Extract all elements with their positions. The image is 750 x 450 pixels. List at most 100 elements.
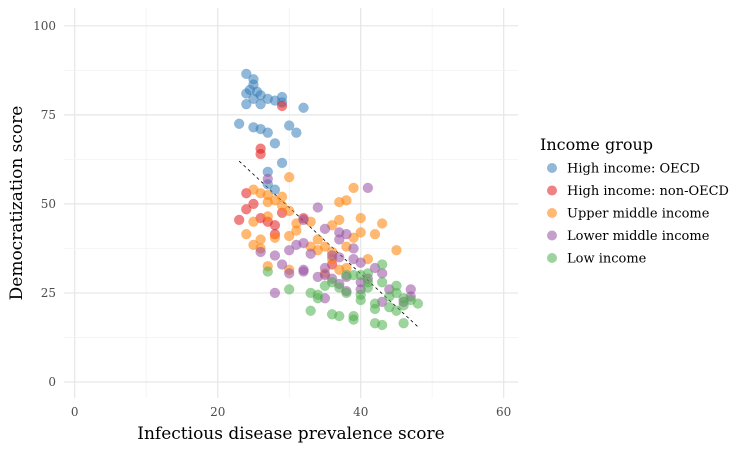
- y-tick-label: 25: [41, 286, 56, 300]
- x-tick-label: 40: [353, 405, 368, 419]
- data-point: [262, 266, 274, 277]
- data-point: [255, 148, 266, 160]
- x-tick-label: 20: [210, 405, 225, 419]
- data-point: [262, 173, 274, 185]
- data-point: [312, 289, 324, 300]
- legend-title: Income group: [540, 135, 653, 154]
- data-point: [276, 157, 288, 169]
- data-point: [376, 276, 388, 288]
- data-point: [398, 300, 409, 311]
- data-point: [262, 127, 274, 138]
- data-point: [398, 317, 409, 329]
- data-point: [341, 195, 352, 206]
- data-point: [241, 88, 252, 99]
- legend: Income group High income: OECD High incom…: [540, 135, 729, 267]
- y-axis-title: Democratization score: [7, 106, 27, 301]
- data-point: [298, 102, 309, 113]
- data-point: [355, 257, 366, 268]
- legend-label: Lower middle income: [567, 229, 710, 244]
- data-point: [334, 310, 345, 322]
- data-point: [291, 127, 302, 138]
- data-point: [312, 202, 324, 213]
- data-point: [269, 287, 281, 299]
- data-point: [362, 282, 374, 293]
- data-point: [341, 269, 352, 281]
- legend-label: Low income: [567, 252, 647, 267]
- data-point: [283, 230, 295, 242]
- data-point: [276, 259, 288, 270]
- data-point: [262, 211, 274, 222]
- data-point: [233, 214, 245, 226]
- data-point: [283, 284, 295, 295]
- data-point: [291, 225, 302, 236]
- data-point: [391, 305, 402, 316]
- x-axis-title: Infectious disease prevalence score: [137, 424, 444, 444]
- data-point: [348, 314, 359, 325]
- data-point: [269, 232, 281, 243]
- data-point: [283, 205, 295, 217]
- data-points: [233, 68, 424, 331]
- data-point: [241, 68, 252, 80]
- data-point: [255, 246, 266, 258]
- data-point: [255, 98, 266, 110]
- data-point: [376, 259, 388, 270]
- data-point: [362, 268, 374, 279]
- x-axis-ticks: 0 20 40 60: [71, 405, 511, 419]
- data-point: [241, 203, 252, 215]
- data-point: [305, 248, 316, 260]
- data-point: [241, 228, 252, 240]
- data-point: [262, 196, 274, 208]
- legend-label: High income: OECD: [567, 162, 700, 177]
- legend-key: [547, 208, 557, 218]
- legend-label: Upper middle income: [567, 207, 710, 222]
- grid-lines: [64, 8, 518, 398]
- data-point: [283, 268, 295, 279]
- data-point: [233, 118, 245, 130]
- legend-key: [547, 185, 557, 196]
- x-tick-label: 60: [496, 405, 511, 419]
- y-tick-label: 75: [41, 108, 56, 122]
- data-point: [248, 216, 259, 227]
- data-point: [248, 198, 259, 210]
- data-point: [334, 252, 345, 263]
- legend-label: High income: non-OECD: [567, 184, 729, 199]
- data-point: [276, 100, 288, 112]
- data-point: [376, 319, 388, 331]
- data-point: [283, 120, 295, 131]
- data-point: [241, 98, 252, 110]
- data-point: [362, 182, 374, 194]
- data-point: [276, 200, 288, 211]
- y-tick-label: 50: [41, 197, 56, 211]
- data-point: [283, 171, 295, 183]
- data-point: [348, 243, 359, 254]
- data-point: [341, 287, 352, 299]
- data-point: [248, 93, 259, 105]
- data-point: [334, 282, 345, 293]
- data-point: [269, 184, 281, 195]
- y-tick-label: 100: [33, 19, 56, 33]
- data-point: [391, 287, 402, 299]
- y-axis-ticks: 0 25 50 75 100: [33, 19, 56, 389]
- legend-key: [547, 253, 557, 263]
- data-point: [376, 268, 388, 279]
- data-point: [391, 244, 402, 256]
- data-point: [298, 214, 309, 226]
- data-point: [269, 138, 281, 149]
- data-point: [269, 250, 281, 261]
- legend-key: [547, 163, 557, 173]
- data-point: [355, 212, 366, 224]
- data-point: [376, 218, 388, 229]
- data-point: [369, 228, 381, 240]
- x-tick-label: 0: [71, 405, 79, 419]
- data-point: [326, 276, 338, 288]
- data-point: [334, 214, 345, 226]
- data-point: [276, 191, 288, 203]
- data-point: [355, 294, 366, 306]
- data-point: [341, 228, 352, 240]
- data-point: [298, 264, 309, 276]
- data-point: [319, 223, 331, 235]
- data-point: [298, 237, 309, 249]
- data-point: [305, 305, 316, 316]
- data-point: [348, 182, 359, 194]
